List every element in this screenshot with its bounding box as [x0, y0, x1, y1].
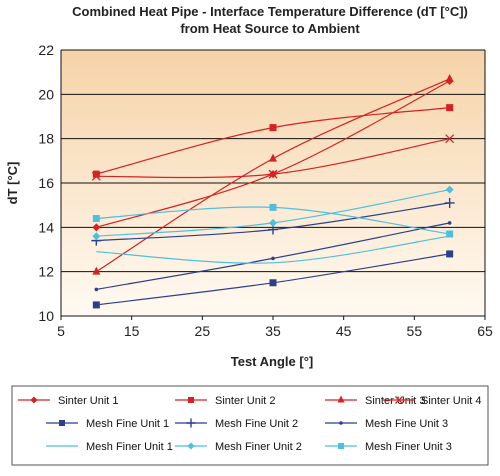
data-point — [94, 287, 99, 292]
data-point — [59, 420, 65, 426]
data-point — [445, 134, 455, 144]
legend: Sinter Unit 1 Sinter Unit 2 Sinter Unit 3 M… — [18, 395, 482, 453]
tick-labels: 10 12 14 16 18 20 22 5 15 25 35 45 55 65 — [38, 42, 493, 339]
legend-item: Mesh Fine Unit 1 — [46, 418, 169, 430]
data-point — [271, 256, 275, 261]
x-tick-label: 45 — [336, 323, 352, 339]
data-point — [444, 197, 455, 208]
x-tick-label: 65 — [477, 323, 493, 339]
data-point — [268, 169, 278, 179]
data-point — [91, 171, 101, 181]
legend-item: Mesh Finer Unit 1 — [46, 441, 173, 453]
chart-subtitle: from Heat Source to Ambient — [180, 21, 360, 36]
data-point — [445, 185, 454, 194]
y-tick-label: 10 — [38, 308, 54, 324]
legend-label: Mesh Fine Unit 3 — [365, 418, 448, 430]
data-point — [269, 218, 277, 227]
data-point — [188, 397, 194, 403]
legend-item: Mesh Fine Unit 2 — [175, 418, 298, 430]
data-point — [30, 396, 38, 404]
series-sinter-unit-3 — [92, 73, 454, 275]
data-point — [445, 73, 454, 82]
data-point — [92, 266, 101, 275]
data-point — [186, 418, 196, 428]
data-point — [92, 170, 100, 178]
legend-label: Sinter Unit 4 — [421, 395, 482, 407]
data-point — [446, 250, 454, 258]
data-point — [395, 396, 403, 404]
legend-label: Mesh Finer Unit 1 — [86, 441, 173, 453]
data-point — [338, 443, 344, 449]
legend-box — [11, 385, 489, 466]
y-tick-label: 16 — [38, 175, 54, 191]
legend-label: Mesh Fine Unit 2 — [215, 418, 298, 430]
x-axis-label: Test Angle [°] — [231, 354, 313, 369]
legend-item: Mesh Finer Unit 2 — [175, 441, 302, 453]
series-mesh-finer-unit-1 — [96, 235, 450, 264]
data-point — [447, 221, 452, 225]
legend-label: Mesh Finer Unit 3 — [365, 441, 452, 453]
legend-label: Mesh Fine Unit 1 — [86, 418, 169, 430]
x-tick-label: 35 — [265, 323, 281, 339]
series-sinter-unit-2 — [92, 104, 454, 178]
data-point — [446, 230, 454, 238]
data-point — [337, 395, 345, 403]
legend-label: Sinter Unit 2 — [215, 395, 276, 407]
series-sinter-unit-4 — [91, 134, 455, 181]
y-tick-label: 12 — [38, 264, 54, 280]
series-mesh-fine-unit-1 — [92, 250, 454, 309]
legend-item: Sinter Unit 1 — [18, 395, 119, 407]
series-layer — [91, 73, 455, 309]
data-point — [92, 214, 100, 222]
y-tick-label: 22 — [38, 42, 54, 58]
y-tick-label: 14 — [38, 219, 54, 235]
x-tick-label: 25 — [195, 323, 211, 339]
data-point — [92, 301, 100, 309]
legend-item: Sinter Unit 2 — [175, 395, 276, 407]
data-point — [269, 203, 277, 211]
data-point — [446, 104, 454, 112]
legend-label: Sinter Unit 3 — [365, 395, 426, 407]
legend-item: Sinter Unit 3 — [325, 395, 426, 407]
data-point — [92, 223, 101, 232]
data-point — [339, 421, 343, 425]
y-tick-label: 18 — [38, 131, 54, 147]
series-mesh-fine-unit-3 — [94, 221, 452, 292]
legend-item: Mesh Finer Unit 3 — [325, 441, 452, 453]
data-point — [269, 153, 277, 162]
x-tick-label: 55 — [407, 323, 423, 339]
chart-title: Combined Heat Pipe - Interface Temperatu… — [72, 4, 468, 19]
y-axis-label: dT [°C] — [5, 162, 20, 205]
data-point — [92, 232, 101, 241]
x-tick-label: 5 — [57, 323, 65, 339]
data-point — [187, 442, 195, 450]
series-mesh-finer-unit-3 — [92, 203, 454, 238]
legend-label: Mesh Finer Unit 2 — [215, 441, 302, 453]
data-point — [269, 279, 277, 287]
legend-item: Mesh Fine Unit 3 — [325, 418, 448, 430]
legend-label: Sinter Unit 1 — [58, 395, 119, 407]
series-line — [96, 235, 450, 264]
data-point — [269, 124, 277, 132]
legend-item: Sinter Unit 4 — [383, 395, 482, 407]
series-mesh-finer-unit-2 — [92, 185, 454, 241]
y-tick-label: 20 — [38, 86, 54, 102]
x-tick-label: 15 — [124, 323, 140, 339]
